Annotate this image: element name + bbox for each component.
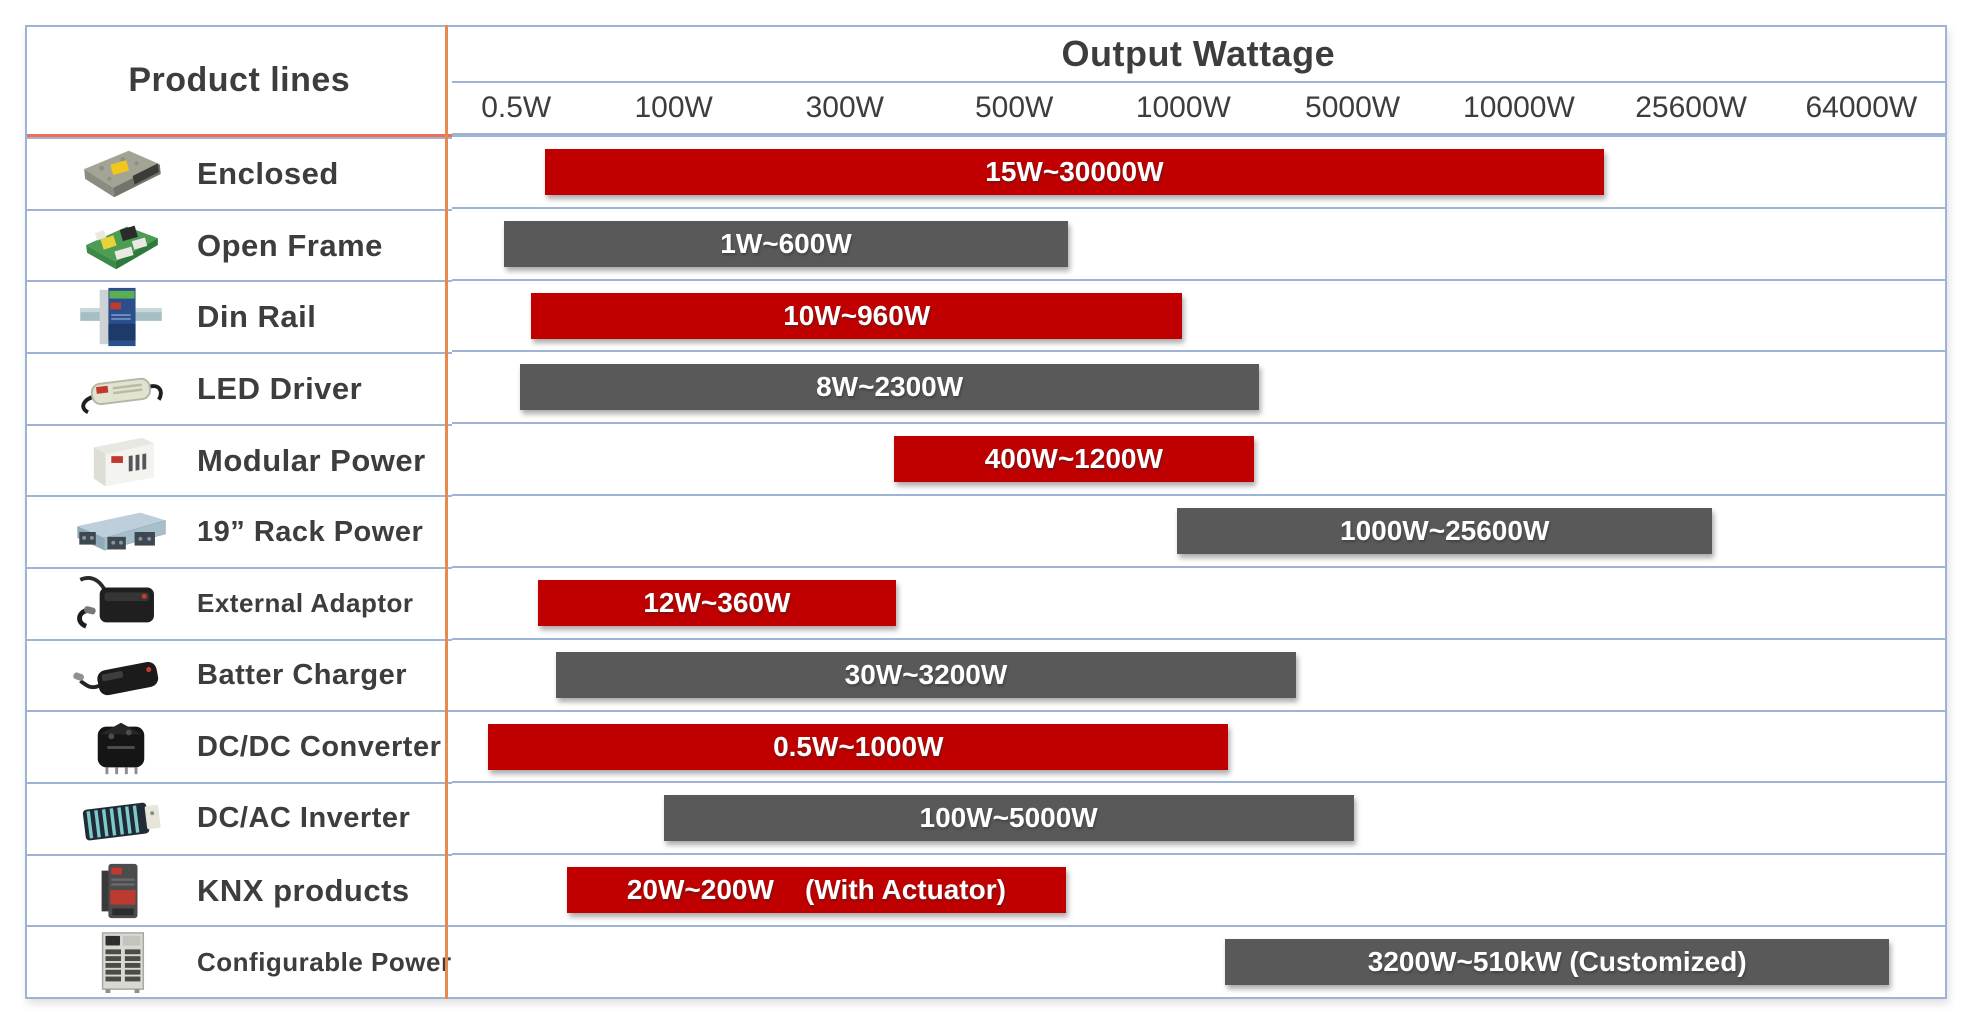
scale-tick-label: 100W xyxy=(634,91,713,124)
product-label: DC/DC Converter xyxy=(197,730,442,763)
scale-tick-label: 0.5W xyxy=(481,91,552,124)
wattage-scale-axis: 0.5W 100W 300W 500W 1000W 5000W 10000W 25600W 64… xyxy=(451,83,1945,135)
wattage-range-bar: 1000W~25600W xyxy=(1177,508,1713,555)
wattage-range-bar: 15W~30000W xyxy=(545,149,1604,195)
bar-range-label: 1000W~25600W xyxy=(1340,515,1550,547)
product-label: Batter Charger xyxy=(197,659,408,692)
bar-range-label: 100W~5000W xyxy=(919,802,1098,834)
product-row: 19” Rack Power xyxy=(27,495,452,567)
chart-row: 100W~5000W xyxy=(451,781,1945,853)
chart-row: 3200W~510kW (Customized) xyxy=(451,925,1945,997)
scale-tick-label: 5000W xyxy=(1305,91,1401,124)
bar-range-label: 1W~600W xyxy=(720,227,852,259)
product-label: DC/AC Inverter xyxy=(197,802,411,835)
product-row: Modular Power xyxy=(27,423,452,496)
product-row: Enclosed xyxy=(27,137,452,209)
product-lines-column: Product lines Enclosed Open Frame Din Rail… xyxy=(27,27,452,997)
scale-tick-label: 10000W xyxy=(1463,91,1575,124)
battery-charger-icon xyxy=(69,644,173,708)
product-label: Din Rail xyxy=(197,299,317,335)
knx-module-icon xyxy=(69,859,173,923)
chart-row: 0.5W~1000W xyxy=(451,709,1945,782)
chart-row: 20W~200W (With Actuator) xyxy=(451,853,1945,925)
scale-tick-label: 300W xyxy=(805,91,884,124)
product-label: LED Driver xyxy=(197,370,363,406)
rack-power-icon xyxy=(69,500,173,564)
chart-row: 8W~2300W xyxy=(451,350,1945,422)
product-row: Configurable Power xyxy=(27,925,452,997)
chart-row: 15W~30000W xyxy=(451,135,1945,207)
product-row: DC/DC Converter xyxy=(27,710,452,782)
chart-row: 30W~3200W xyxy=(451,637,1945,710)
bar-range-label: 0.5W~1000W xyxy=(773,730,944,762)
chart-row: 400W~1200W xyxy=(451,422,1945,494)
bar-range-label: 8W~2300W xyxy=(816,371,964,403)
product-row: External Adaptor xyxy=(27,567,452,639)
product-lines-header: Product lines xyxy=(27,27,452,137)
product-label: Enclosed xyxy=(197,155,339,191)
wattage-range-bar: 8W~2300W xyxy=(520,364,1260,411)
bar-range-label: 3200W~510kW (Customized) xyxy=(1367,946,1747,978)
dcac-inverter-icon xyxy=(69,787,173,851)
product-row: LED Driver xyxy=(27,352,452,424)
wattage-range-bar: 0.5W~1000W xyxy=(488,723,1229,770)
wattage-range-bar: 30W~3200W xyxy=(556,651,1296,698)
product-label: 19” Rack Power xyxy=(197,515,424,548)
product-lines-title: Product lines xyxy=(128,61,351,99)
bar-range-label: 400W~1200W xyxy=(984,443,1163,475)
open-frame-psu-icon xyxy=(69,214,173,278)
scale-tick-label: 25600W xyxy=(1635,91,1747,124)
product-label: Open Frame xyxy=(197,227,383,263)
wattage-range-bar: 12W~360W xyxy=(538,579,896,626)
bar-range-label: 20W~200W (With Actuator) xyxy=(626,874,1006,906)
bar-range-label: 15W~30000W xyxy=(985,156,1164,187)
scale-tick-label: 64000W xyxy=(1805,91,1918,124)
product-row: Din Rail xyxy=(27,280,452,352)
bar-range-label: 10W~960W xyxy=(783,299,931,331)
product-label: Configurable Power xyxy=(197,946,452,977)
wattage-range-bar: 20W~200W (With Actuator) xyxy=(567,867,1066,914)
product-row: Open Frame xyxy=(27,208,452,281)
product-row: DC/AC Inverter xyxy=(27,782,452,854)
scale-tick-label: 1000W xyxy=(1135,91,1231,124)
bar-range-label: 12W~360W xyxy=(643,586,791,618)
product-row: Batter Charger xyxy=(27,638,452,711)
external-adaptor-icon xyxy=(69,572,173,636)
orange-column-divider xyxy=(445,25,448,999)
product-label: External Adaptor xyxy=(197,588,414,619)
output-wattage-column: Output Wattage 0.5W 100W 300W 500W 1000W 5000… xyxy=(451,27,1945,997)
product-label: KNX products xyxy=(197,872,410,908)
product-row: KNX products xyxy=(27,853,452,926)
configurable-power-icon xyxy=(69,930,173,994)
chart-row: 1W~600W xyxy=(451,206,1945,279)
chart-row: 12W~360W xyxy=(451,565,1945,638)
wattage-range-bar: 10W~960W xyxy=(531,292,1183,339)
wattage-range-bar: 3200W~510kW (Customized) xyxy=(1225,939,1890,986)
dcdc-converter-icon xyxy=(69,715,173,779)
chart-row: 10W~960W xyxy=(451,278,1945,351)
bar-range-label: 30W~3200W xyxy=(844,658,1008,690)
product-label: Modular Power xyxy=(197,442,426,478)
din-rail-psu-icon xyxy=(69,285,173,349)
product-wattage-table: Product lines Enclosed Open Frame Din Rail… xyxy=(25,25,1947,999)
wattage-range-bar: 400W~1200W xyxy=(893,436,1254,483)
output-wattage-header: Output Wattage xyxy=(451,27,1945,83)
enclosed-psu-icon xyxy=(69,142,173,206)
wattage-range-bar: 100W~5000W xyxy=(663,795,1354,842)
led-driver-icon xyxy=(69,357,173,421)
scale-tick-label: 500W xyxy=(974,91,1054,124)
wattage-range-bar: 1W~600W xyxy=(504,220,1068,267)
chart-row: 1000W~25600W xyxy=(451,494,1945,566)
modular-psu-icon xyxy=(69,429,173,493)
